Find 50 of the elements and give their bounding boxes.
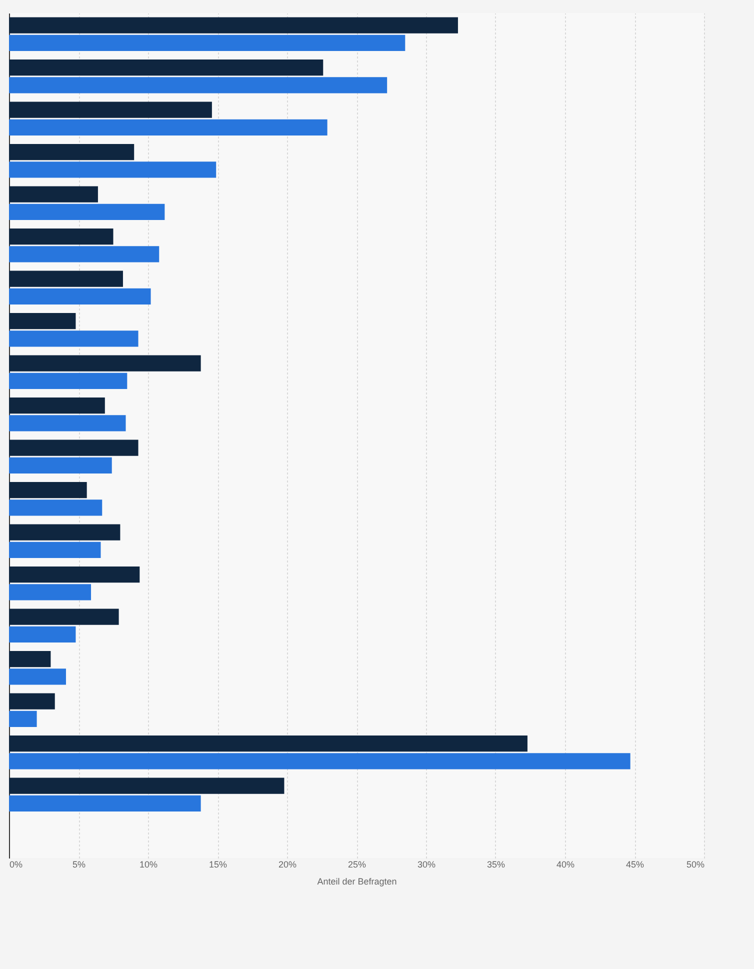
bar (9, 795, 201, 812)
bar (9, 228, 114, 245)
bar (9, 246, 160, 262)
x-tick-label: 45% (626, 860, 644, 870)
bar (9, 668, 66, 685)
bar (9, 778, 284, 794)
bar (9, 77, 388, 94)
bar (9, 162, 216, 178)
x-tick-label: 40% (556, 860, 575, 870)
bar (9, 542, 101, 558)
bar (9, 710, 37, 728)
bar (9, 524, 120, 540)
bar (9, 482, 87, 498)
x-axis-title: Anteil der Befragten (317, 876, 397, 886)
bar (9, 753, 630, 770)
bar (9, 693, 55, 710)
bar (9, 566, 140, 583)
bar (9, 119, 328, 136)
bar (9, 34, 406, 52)
bar (9, 650, 51, 668)
bar (9, 204, 165, 220)
x-tick-label: 0% (10, 860, 23, 870)
x-tick-label: 35% (486, 860, 506, 870)
x-tick-label: 50% (686, 860, 704, 870)
x-tick-label: 20% (278, 860, 297, 870)
bar (9, 330, 138, 347)
x-tick-label: 10% (139, 860, 158, 870)
bar (9, 59, 324, 76)
bar (9, 270, 123, 287)
x-tick-label: 30% (417, 860, 436, 870)
bar (9, 355, 201, 372)
x-tick-label: 5% (72, 860, 86, 870)
bar (9, 584, 92, 600)
x-tick-label: 25% (348, 860, 366, 870)
bar (9, 17, 458, 34)
bar (9, 186, 98, 202)
x-tick-label: 15% (208, 860, 228, 870)
bar (9, 288, 151, 305)
bar (9, 372, 128, 390)
bar (9, 415, 126, 432)
bar (9, 397, 105, 414)
bar (9, 102, 212, 118)
bar (9, 440, 138, 456)
bar (9, 608, 119, 625)
bar (9, 735, 528, 752)
bar (9, 457, 112, 474)
bar (9, 626, 76, 643)
bar (9, 312, 76, 330)
bar (9, 144, 134, 160)
bar (9, 500, 102, 516)
